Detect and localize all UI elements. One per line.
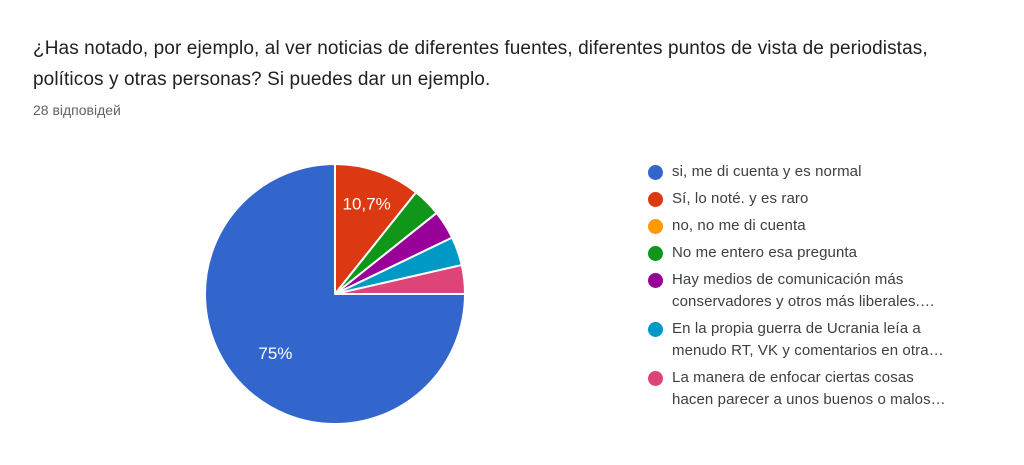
pie-chart: 10,7% 75% (204, 163, 466, 425)
legend-item-label: No me entero esa pregunta (672, 244, 858, 261)
legend-color-dot (648, 218, 663, 234)
question-title: ¿Has notado, por ejemplo, al ver noticia… (33, 38, 928, 90)
legend-item-5: En la propia guerra de Ucrania leía a men… (648, 318, 960, 362)
legend-item-2: no, no me di cuenta (648, 215, 960, 237)
legend-item-3: No me entero esa pregunta (648, 242, 960, 264)
legend-item-6: La manera de enfocar ciertas cosas hacen … (648, 367, 960, 411)
legend-color-dot (648, 370, 663, 386)
legend-item-label: Hay medios de comunicación más conservado… (672, 271, 935, 310)
response-count: 28 відповідей (33, 102, 121, 118)
legend-item-label: no, no me di cuenta (672, 217, 806, 234)
legend-item-label: Sí, lo noté. y es raro (672, 190, 809, 207)
legend-item-label: La manera de enfocar ciertas cosas hacen … (672, 369, 946, 408)
legend-color-dot (648, 272, 663, 288)
pie-slice-percent-label-1: 10,7% (342, 194, 390, 213)
pie-slice-percent-label-0: 75% (258, 344, 292, 363)
legend-color-dot (648, 245, 663, 261)
pie-slice-0[interactable] (204, 163, 466, 425)
legend-item-label: En la propia guerra de Ucrania leía a men… (672, 320, 944, 359)
legend-color-dot (648, 164, 663, 180)
legend-color-dot (648, 191, 663, 207)
legend-item-1: Sí, lo noté. y es raro (648, 188, 960, 210)
legend-item-0: si, me di cuenta y es normal (648, 161, 960, 183)
legend-item-label: si, me di cuenta y es normal (672, 163, 862, 180)
chart-legend: si, me di cuenta y es normal Sí, lo noté.… (648, 161, 960, 416)
pie-slice-1[interactable] (334, 163, 418, 295)
legend-color-dot (648, 321, 663, 337)
legend-item-4: Hay medios de comunicación más conservado… (648, 269, 960, 313)
